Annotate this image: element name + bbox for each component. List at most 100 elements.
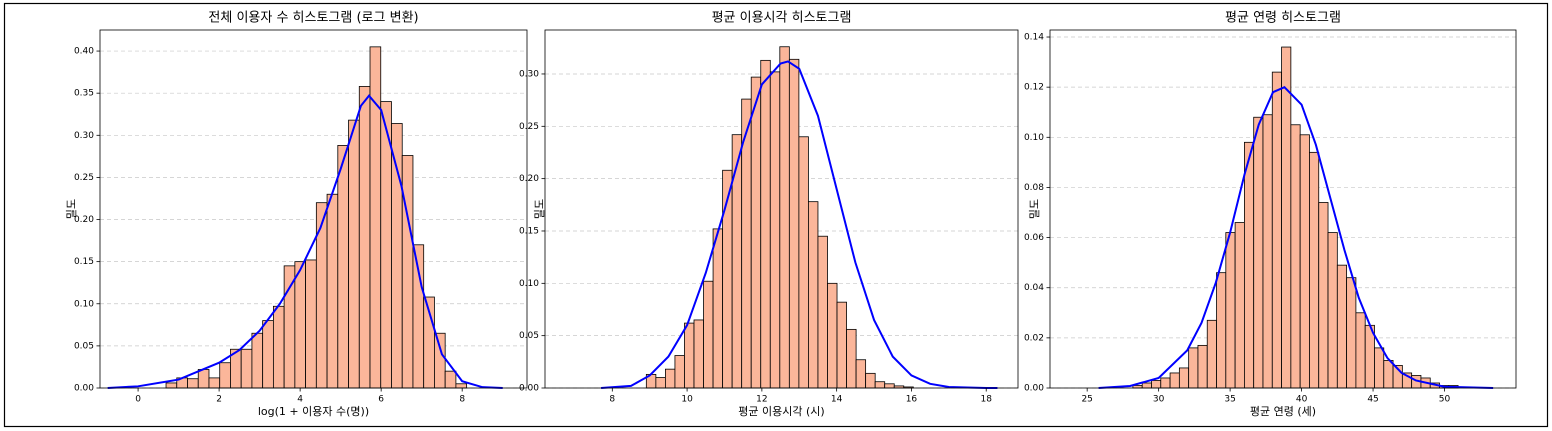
histogram-bar xyxy=(305,259,317,389)
x-tick-label: 35 xyxy=(1224,395,1235,405)
histogram-bar xyxy=(219,362,231,389)
histogram-bar xyxy=(865,372,876,389)
histogram-bar xyxy=(665,368,676,389)
y-tick-label: 0.00 xyxy=(1024,384,1044,394)
y-tick-label: 0.12 xyxy=(1024,83,1044,93)
histogram-bar xyxy=(1318,202,1329,389)
y-tick-label: 0.10 xyxy=(519,279,539,289)
histogram-bar xyxy=(798,136,809,389)
histogram-bar xyxy=(1206,319,1217,389)
histogram-bar xyxy=(731,134,743,389)
histogram-bar xyxy=(187,378,199,389)
x-tick-label: 12 xyxy=(756,395,767,405)
histogram-bar xyxy=(326,193,339,389)
histogram-bar xyxy=(208,377,221,389)
x-axis-label: 평균 연령 (세) xyxy=(1250,405,1316,418)
histogram-bar xyxy=(846,328,857,389)
histogram-bar xyxy=(769,71,781,389)
histogram-bar xyxy=(197,369,210,389)
x-tick-label: 18 xyxy=(980,395,992,405)
histogram-bar xyxy=(884,383,895,389)
y-tick-label: 0.05 xyxy=(74,341,94,351)
y-axis-label: 밀도 xyxy=(65,199,78,219)
histogram-bar xyxy=(401,155,414,389)
kde-line xyxy=(1098,85,1494,389)
y-tick-label: 0.20 xyxy=(519,174,539,184)
histogram-bar xyxy=(1178,367,1190,389)
histogram-bar xyxy=(1262,114,1273,389)
y-tick-label: 0.14 xyxy=(1024,33,1044,43)
y-tick-label: 0.02 xyxy=(1024,333,1044,343)
x-tick-label: 10 xyxy=(681,395,693,405)
histogram-bar xyxy=(1188,347,1199,389)
x-tick-label: 4 xyxy=(297,395,303,405)
x-tick-label: 2 xyxy=(216,395,222,405)
histogram-bar xyxy=(1383,360,1394,389)
histogram-bar xyxy=(693,319,704,389)
histogram-bar xyxy=(1355,312,1366,389)
y-tick-label: 0.06 xyxy=(1024,233,1044,243)
y-tick-label: 0.25 xyxy=(519,122,539,132)
histogram-bar xyxy=(836,301,847,389)
y-tick-label: 0.04 xyxy=(1024,283,1044,293)
histogram-bar xyxy=(337,145,349,389)
kde-line xyxy=(601,60,998,389)
y-tick-label: 0.30 xyxy=(519,69,539,79)
histogram-bar xyxy=(703,280,714,389)
x-tick-label: 6 xyxy=(378,395,384,405)
histogram-bar xyxy=(251,332,264,389)
y-tick-label: 0.15 xyxy=(519,226,539,236)
y-tick-label: 0.15 xyxy=(74,257,94,267)
histogram-bar xyxy=(1244,141,1255,389)
y-tick-label: 0.25 xyxy=(74,173,94,183)
histogram-bar xyxy=(165,382,178,389)
histogram-bar xyxy=(1327,232,1338,389)
histogram-bar xyxy=(444,370,457,389)
y-tick-label: 0.00 xyxy=(74,384,94,394)
y-tick-label: 0.30 xyxy=(74,131,94,141)
y-tick-label: 0.10 xyxy=(1024,133,1044,143)
y-tick-label: 0.35 xyxy=(74,89,94,99)
y-tick-label: 0.05 xyxy=(519,331,539,341)
x-tick-label: 0 xyxy=(135,395,141,405)
x-tick-label: 25 xyxy=(1081,395,1092,405)
y-tick-label: 0.40 xyxy=(74,47,94,57)
histogram-bar xyxy=(455,383,468,389)
x-tick-label: 30 xyxy=(1153,395,1165,405)
histogram-bar xyxy=(760,59,771,389)
histogram-bar xyxy=(1160,377,1171,389)
histogram-bar xyxy=(283,265,296,389)
histogram-bar xyxy=(1253,116,1264,389)
x-tick-label: 8 xyxy=(459,395,465,405)
histogram-bar xyxy=(827,282,838,389)
histogram-bar xyxy=(294,261,307,389)
histogram-bar xyxy=(750,76,762,389)
chart-title: 평균 이용시각 히스토그램 xyxy=(712,11,852,26)
histogram-bar xyxy=(1299,134,1310,389)
histogram-bar xyxy=(1290,124,1301,389)
histogram-bar xyxy=(655,377,666,389)
histogram-bar xyxy=(1374,347,1385,389)
x-tick-label: 16 xyxy=(906,395,918,405)
x-tick-label: 40 xyxy=(1296,395,1308,405)
histogram-bar xyxy=(358,86,371,389)
histogram-bar xyxy=(391,123,403,389)
x-tick-label: 50 xyxy=(1439,395,1451,405)
histogram-bar xyxy=(788,58,800,389)
histogram-bar xyxy=(1197,344,1208,389)
y-axis-label: 밀도 xyxy=(1028,199,1041,219)
histogram-bar xyxy=(674,355,685,389)
histogram-bar xyxy=(817,235,828,389)
y-tick-label: 0.10 xyxy=(74,299,94,309)
histogram-bar xyxy=(874,381,886,389)
histogram-bar xyxy=(262,320,274,389)
histogram-bar xyxy=(1271,71,1282,389)
histogram-bar xyxy=(434,332,446,389)
x-tick-label: 45 xyxy=(1367,395,1378,405)
histogram-bar xyxy=(272,305,285,389)
histogram-bar xyxy=(712,228,724,389)
histogram-bar xyxy=(1141,382,1152,389)
y-tick-label: 0.20 xyxy=(74,215,94,225)
histogram-bar xyxy=(1216,272,1227,389)
